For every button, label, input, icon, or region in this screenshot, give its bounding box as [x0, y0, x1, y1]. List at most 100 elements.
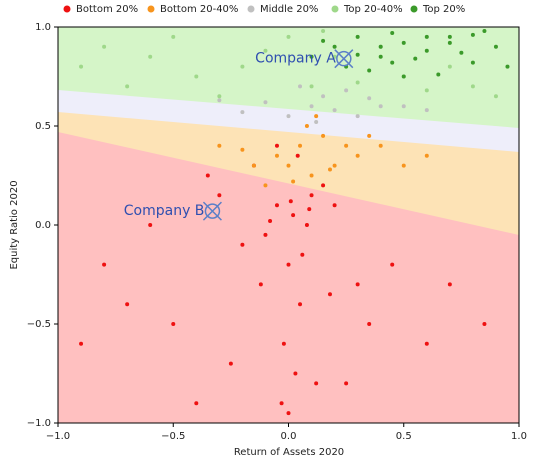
point [321, 38, 326, 43]
point [344, 143, 349, 148]
point [291, 213, 296, 218]
point [274, 153, 279, 158]
point [355, 80, 360, 85]
point [401, 163, 406, 168]
point [304, 124, 309, 128]
point [263, 100, 268, 105]
point [332, 44, 337, 49]
point [482, 322, 487, 326]
point [355, 153, 360, 158]
point [470, 60, 475, 65]
y-tick-label: 0.5 [35, 121, 51, 132]
point [447, 64, 452, 69]
point [355, 282, 360, 287]
point [355, 34, 360, 39]
point [401, 74, 406, 79]
annotation-cross [202, 201, 222, 221]
point [401, 40, 406, 45]
point [344, 88, 349, 93]
point [228, 361, 233, 366]
point [125, 302, 130, 307]
point [194, 74, 199, 79]
annotation-marker [202, 201, 222, 221]
y-tick-label: −0.5 [27, 319, 51, 330]
annotation-marker [334, 49, 354, 69]
point [171, 322, 176, 326]
point [205, 173, 210, 178]
point [240, 64, 245, 69]
point [125, 84, 130, 89]
point [459, 50, 464, 55]
point [102, 44, 107, 49]
point [390, 60, 395, 65]
y-tick-label: 0.0 [35, 220, 51, 231]
region-top [58, 27, 519, 128]
point [493, 94, 498, 99]
point [279, 401, 284, 406]
point [288, 199, 293, 204]
point [424, 341, 429, 346]
regions [58, 27, 519, 423]
x-tick-label: 0.5 [396, 431, 412, 442]
annotation-cross [334, 49, 354, 69]
point [424, 34, 429, 39]
point [286, 163, 291, 168]
point [268, 219, 273, 224]
marks [79, 28, 510, 416]
point [298, 84, 303, 89]
point [332, 163, 337, 168]
point [390, 30, 395, 35]
point [447, 282, 452, 287]
legend-label: Top 20% [422, 4, 465, 15]
point [482, 28, 487, 33]
point [217, 143, 222, 148]
point [424, 88, 429, 93]
point [314, 120, 319, 125]
point [263, 232, 268, 237]
legend-marker [147, 5, 155, 13]
point [378, 143, 383, 148]
point [263, 48, 268, 53]
point [79, 341, 84, 346]
legend-label: Top 20-40% [343, 4, 403, 15]
point [355, 114, 360, 119]
point [217, 94, 222, 99]
point [378, 44, 383, 49]
point [102, 262, 107, 267]
x-tick-label: 1.0 [511, 431, 527, 442]
y-tick-label: −1.0 [27, 418, 51, 429]
x-tick-label: −1.0 [46, 431, 70, 442]
point [298, 302, 303, 307]
y-tick-label: 1.0 [35, 22, 51, 33]
point [505, 64, 510, 69]
y-axis-label: Equity Ratio 2020 [9, 180, 20, 269]
annotation-label: Company B [124, 203, 205, 219]
point [309, 84, 314, 89]
point [293, 371, 298, 376]
x-axis-label: Return of Assets 2020 [234, 447, 344, 458]
point [295, 153, 300, 158]
legend-label: Bottom 20% [76, 4, 138, 15]
point [240, 110, 245, 115]
point [314, 381, 319, 386]
point [424, 153, 429, 158]
annotation-circle [204, 203, 221, 219]
point [470, 32, 475, 37]
point [344, 381, 349, 386]
point [355, 52, 360, 57]
point [332, 108, 337, 113]
point [148, 223, 153, 227]
point [447, 40, 452, 45]
point [470, 84, 475, 89]
point [240, 242, 245, 247]
x-tick-label: −0.5 [161, 431, 185, 442]
point [274, 203, 279, 208]
point [79, 64, 84, 69]
point [171, 34, 176, 39]
legend-marker [247, 5, 255, 13]
point [367, 322, 372, 326]
annotation-circle [336, 50, 352, 67]
point [436, 72, 441, 77]
point [263, 183, 268, 188]
